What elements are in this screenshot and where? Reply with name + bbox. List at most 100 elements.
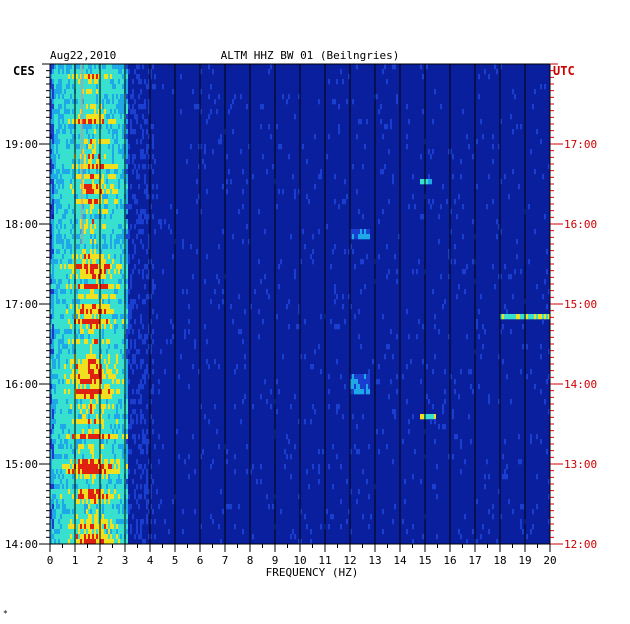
heat-cell xyxy=(88,294,90,300)
heat-cell xyxy=(66,254,68,260)
heat-cell xyxy=(80,159,82,165)
heat-cell xyxy=(72,339,74,345)
heat-cell xyxy=(78,264,80,270)
heat-cell xyxy=(152,359,154,365)
heat-cell xyxy=(528,204,530,210)
heat-cell xyxy=(144,154,146,160)
heat-cell xyxy=(142,154,144,160)
heat-cell xyxy=(90,239,92,245)
heat-cell xyxy=(118,174,120,180)
heat-cell xyxy=(94,184,96,190)
heat-cell xyxy=(132,239,134,245)
heat-cell xyxy=(60,324,62,330)
heat-cell xyxy=(126,509,128,515)
heat-cell xyxy=(100,64,102,70)
heat-cell xyxy=(360,389,362,395)
heat-cell xyxy=(106,139,108,145)
heat-cell xyxy=(78,219,80,225)
heat-cell xyxy=(164,369,166,375)
heat-cell xyxy=(96,274,98,280)
heat-cell xyxy=(54,204,56,210)
heat-cell xyxy=(82,194,84,200)
heat-cell xyxy=(80,339,82,345)
heat-cell xyxy=(108,164,110,170)
heat-cell xyxy=(234,94,236,100)
heat-cell xyxy=(98,154,100,160)
heat-cell xyxy=(90,309,92,315)
heat-cell xyxy=(362,234,364,240)
heat-cell xyxy=(96,539,98,545)
heat-cell xyxy=(112,369,114,375)
heat-cell xyxy=(252,174,254,180)
heat-cell xyxy=(72,319,74,325)
heat-cell xyxy=(70,494,72,500)
heat-cell xyxy=(58,344,60,350)
heat-cell xyxy=(492,134,494,140)
heat-cell xyxy=(86,199,88,205)
heat-cell xyxy=(110,104,112,110)
heat-cell xyxy=(58,129,60,135)
heat-cell xyxy=(102,219,104,225)
heat-cell xyxy=(72,364,74,370)
heat-cell xyxy=(82,449,84,455)
heat-cell xyxy=(72,179,74,185)
heat-cell xyxy=(382,314,384,320)
heat-cell xyxy=(332,99,334,105)
heat-cell xyxy=(194,339,196,345)
heat-cell xyxy=(114,214,116,220)
heat-cell xyxy=(86,144,88,150)
heat-cell xyxy=(66,169,68,175)
heat-cell xyxy=(100,114,102,120)
heat-cell xyxy=(108,414,110,420)
heat-cell xyxy=(70,359,72,365)
heat-cell xyxy=(90,254,92,260)
heat-cell xyxy=(98,414,100,420)
heat-cell xyxy=(118,439,120,445)
heat-cell xyxy=(480,119,482,125)
heat-cell xyxy=(68,359,70,365)
heat-cell xyxy=(120,459,122,465)
heat-cell xyxy=(120,374,122,380)
heat-cell xyxy=(102,514,104,520)
heat-cell xyxy=(80,119,82,125)
heat-cell xyxy=(58,474,60,480)
heat-cell xyxy=(72,279,74,285)
heat-cell xyxy=(358,449,360,455)
heat-cell xyxy=(64,354,66,360)
heat-cell xyxy=(66,139,68,145)
heat-cell xyxy=(146,149,148,155)
heat-cell xyxy=(138,259,140,265)
heat-cell xyxy=(70,114,72,120)
heat-cell xyxy=(510,329,512,335)
heat-cell xyxy=(110,509,112,515)
heat-cell xyxy=(78,319,80,325)
heat-cell xyxy=(294,114,296,120)
heat-cell xyxy=(94,534,96,540)
heat-cell xyxy=(106,394,108,400)
heat-cell xyxy=(116,449,118,455)
heat-cell xyxy=(104,369,106,375)
heat-cell xyxy=(248,144,250,150)
heat-cell xyxy=(72,439,74,445)
heat-cell xyxy=(92,444,94,450)
heat-cell xyxy=(70,384,72,390)
heat-cell xyxy=(84,234,86,240)
heat-cell xyxy=(116,339,118,345)
heat-cell xyxy=(92,229,94,235)
heat-cell xyxy=(334,199,336,205)
heat-cell xyxy=(108,494,110,500)
heat-cell xyxy=(94,454,96,460)
heat-cell xyxy=(106,114,108,120)
heat-cell xyxy=(50,359,52,365)
heat-cell xyxy=(128,469,130,475)
heat-cell xyxy=(114,234,116,240)
heat-cell xyxy=(508,314,510,320)
heat-cell xyxy=(60,249,62,255)
heat-cell xyxy=(64,309,66,315)
heat-cell xyxy=(140,484,142,490)
heat-cell xyxy=(510,314,512,320)
heat-cell xyxy=(306,469,308,475)
heat-cell xyxy=(492,264,494,270)
heat-cell xyxy=(210,464,212,470)
heat-cell xyxy=(54,519,56,525)
